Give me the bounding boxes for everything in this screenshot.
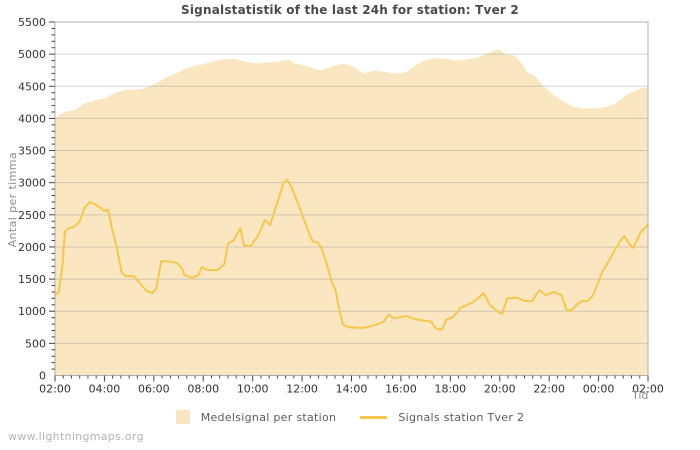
legend-label-medelsignal: Medelsignal per station (200, 410, 337, 424)
legend-label-signals: Signals station Tver 2 (398, 410, 525, 424)
x-tick-label: 22:00 (533, 383, 565, 396)
x-tick-label: 14:00 (336, 383, 368, 396)
legend-line-swatch-icon (360, 415, 388, 419)
watermark: www.lightningmaps.org (8, 430, 144, 443)
x-tick-label: 16:00 (385, 383, 417, 396)
x-tick-label: 04:00 (89, 383, 121, 396)
y-axis-label: Antal per timma (6, 152, 19, 248)
x-tick-label: 00:00 (583, 383, 615, 396)
y-tick-label: 2500 (18, 209, 46, 222)
y-tick-label: 5500 (18, 16, 46, 29)
y-tick-label: 4500 (18, 80, 46, 93)
y-tick-label: 0 (39, 370, 46, 383)
series-area-medelsignal (55, 49, 648, 376)
y-tick-label: 5000 (18, 48, 46, 61)
series-line-signals (54, 178, 649, 331)
x-tick-label: 08:00 (187, 383, 219, 396)
x-axis-label: Tid (632, 389, 649, 402)
legend-area-swatch-icon (175, 410, 190, 424)
x-tick-label: 10:00 (237, 383, 269, 396)
x-tick-label: 02:00 (632, 383, 664, 396)
chart-title: Signalstatistik of the last 24h for stat… (181, 3, 519, 17)
y-tick-label: 3000 (18, 177, 46, 190)
x-tick-label: 18:00 (434, 383, 466, 396)
y-tick-label: 3500 (18, 145, 46, 158)
y-tick-label: 4000 (18, 112, 46, 125)
y-tick-label: 1500 (18, 273, 46, 286)
plot-area: 0 500 1000 1500 2000 2500 3000 3500 4000 4500 5000… (18, 16, 664, 396)
y-tick-label: 500 (25, 337, 46, 350)
x-tick-label: 02:00 (39, 383, 71, 396)
legend: Medelsignal per station Signals station … (0, 410, 700, 424)
x-tick-label: 06:00 (138, 383, 170, 396)
y-tick-label: 1000 (18, 305, 46, 318)
y-tick-label: 2000 (18, 241, 46, 254)
x-tick-label: 12:00 (286, 383, 318, 396)
x-tick-label: 20:00 (484, 383, 516, 396)
